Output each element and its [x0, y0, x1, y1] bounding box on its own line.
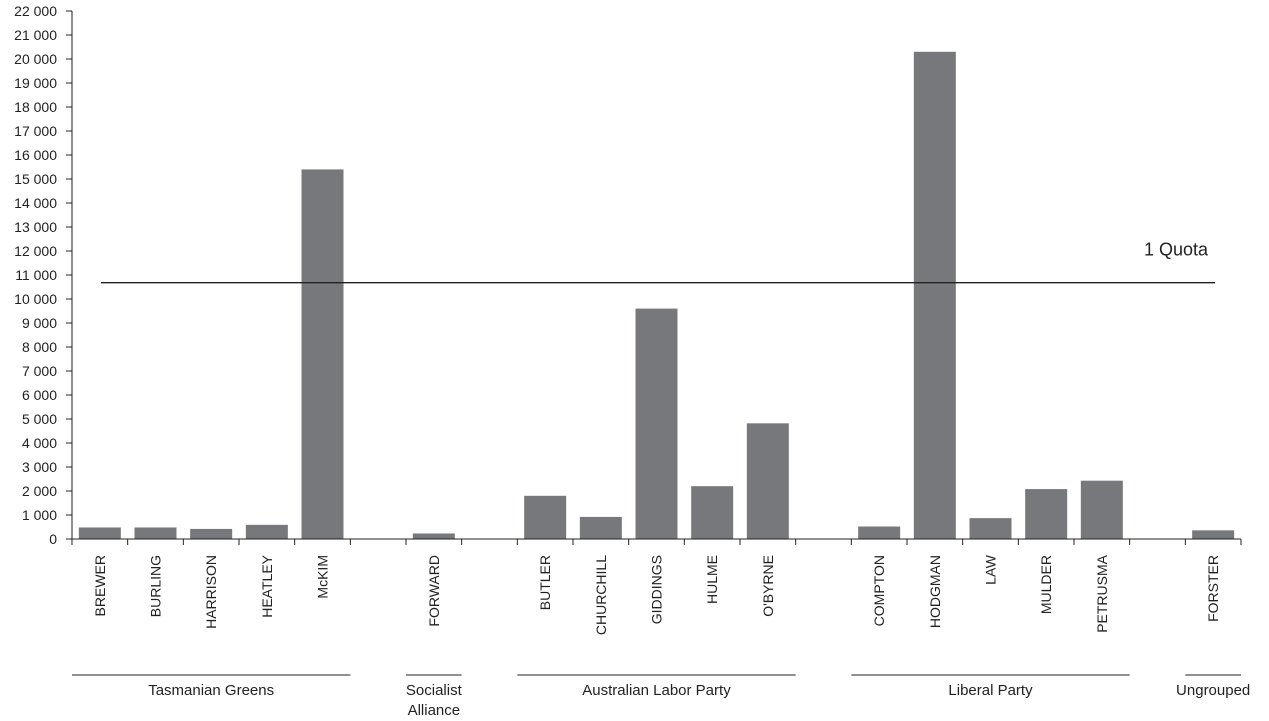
group-label: Ungrouped [1176, 682, 1250, 699]
y-tick-label: 2 000 [22, 483, 57, 499]
group-label: Alliance [408, 702, 461, 719]
quota-label: 1 Quota [1144, 240, 1209, 260]
bar [301, 169, 344, 539]
x-category-label: McKIM [315, 555, 331, 599]
x-category-label: LAW [983, 554, 999, 585]
bar [524, 495, 567, 539]
y-tick-label: 7 000 [22, 363, 57, 379]
y-tick-label: 15 000 [14, 171, 57, 187]
y-axis: 0 1 000 2 000 3 000 4 000 5 000 6 000 7 000 8 00… [14, 3, 73, 547]
y-tick-label: 9 000 [22, 315, 57, 331]
group-label: Socialist [406, 682, 463, 699]
x-category-label: FORWARD [426, 555, 442, 627]
party-groups: Tasmanian Greens Socialist Alliance Austral… [72, 674, 1250, 719]
y-tick-label: 20 000 [14, 51, 57, 67]
y-tick-label: 22 000 [14, 3, 57, 19]
bars [78, 51, 1235, 540]
x-category-label: HULME [704, 555, 720, 604]
y-tick-label: 14 000 [14, 195, 57, 211]
x-category-label: PETRUSMA [1094, 554, 1110, 632]
quota: 1 Quota [101, 240, 1215, 284]
bar [412, 533, 455, 539]
x-category-label: COMPTON [871, 555, 887, 626]
x-category-label: MULDER [1038, 555, 1054, 614]
bar [1025, 489, 1068, 539]
x-category-label: FORSTER [1205, 555, 1221, 622]
group-label: Australian Labor Party [582, 682, 731, 699]
x-category-label: CHURCHILL [593, 555, 609, 635]
x-category-label: BURLING [148, 555, 164, 617]
y-tick-label: 18 000 [14, 99, 57, 115]
x-category-label: HODGMAN [927, 555, 943, 628]
x-category-label: BUTLER [537, 555, 553, 610]
bar [969, 518, 1012, 539]
x-category-label: HEATLEY [259, 554, 275, 617]
x-category-label: GIDDINGS [649, 555, 665, 624]
y-tick-label: 13 000 [14, 219, 57, 235]
group-label: Liberal Party [948, 682, 1033, 699]
x-category-label: O'BYRNE [760, 555, 776, 617]
y-tick-label: 4 000 [22, 435, 57, 451]
bar [579, 516, 622, 539]
bar [635, 308, 678, 539]
bar [913, 51, 956, 540]
bar [1080, 480, 1123, 539]
bar [78, 527, 121, 539]
bar [746, 423, 789, 539]
y-tick-label: 11 000 [15, 267, 57, 283]
y-tick-label: 12 000 [14, 243, 57, 259]
bar [245, 524, 288, 539]
bar [134, 527, 177, 539]
y-tick-label: 8 000 [22, 339, 57, 355]
x-category-label: BREWER [92, 555, 108, 616]
y-tick-label: 1 000 [22, 507, 57, 523]
x-category-label: HARRISON [203, 555, 219, 629]
y-tick-label: 16 000 [14, 147, 57, 163]
y-tick-label: 6 000 [22, 387, 57, 403]
y-tick-label: 10 000 [14, 291, 57, 307]
y-tick-label: 17 000 [14, 123, 57, 139]
y-tick-label: 0 [49, 531, 57, 547]
y-tick-label: 5 000 [22, 411, 57, 427]
y-tick-label: 21 000 [14, 27, 57, 43]
bar [190, 528, 233, 539]
bar [1192, 530, 1235, 539]
y-tick-label: 19 000 [14, 75, 57, 91]
x-axis: BREWER BURLING HARRISON HEATLEY McKIM FORWARD… [71, 538, 1242, 635]
bar [691, 486, 734, 539]
y-tick-label: 3 000 [22, 459, 57, 475]
bar [858, 526, 901, 539]
group-label: Tasmanian Greens [148, 682, 274, 699]
